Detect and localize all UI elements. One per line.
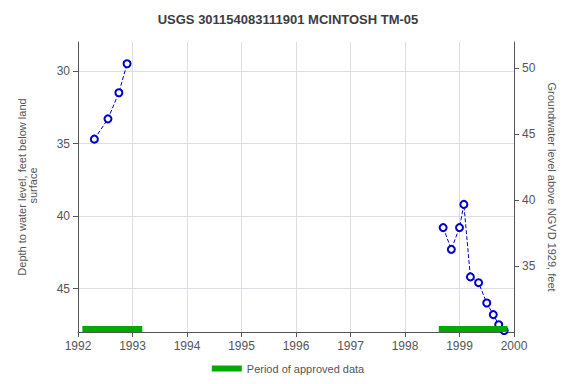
svg-text:1994: 1994 (174, 339, 201, 353)
svg-text:1995: 1995 (228, 339, 255, 353)
svg-text:35: 35 (57, 137, 71, 151)
svg-text:45: 45 (57, 282, 71, 296)
svg-text:50: 50 (522, 61, 536, 75)
svg-text:35: 35 (522, 259, 536, 273)
svg-text:surface: surface (27, 167, 39, 206)
svg-text:1997: 1997 (337, 339, 364, 353)
svg-text:2000: 2000 (501, 339, 528, 353)
svg-text:USGS 301154083111901 MCINTOSH: USGS 301154083111901 MCINTOSH TM-05 (158, 12, 419, 27)
svg-text:40: 40 (57, 209, 71, 223)
svg-text:Period of approved data: Period of approved data (247, 363, 365, 375)
svg-text:1992: 1992 (65, 339, 92, 353)
svg-text:45: 45 (522, 127, 536, 141)
svg-text:1993: 1993 (119, 339, 146, 353)
svg-text:1999: 1999 (446, 339, 473, 353)
svg-text:1996: 1996 (283, 339, 310, 353)
svg-text:1998: 1998 (392, 339, 419, 353)
svg-text:Depth to water level, feet bel: Depth to water level, feet below land (15, 98, 28, 276)
svg-text:Groundwater level above NGVD 1: Groundwater level above NGVD 1929, feet (546, 82, 558, 291)
svg-text:40: 40 (522, 193, 536, 207)
svg-text:30: 30 (57, 64, 71, 78)
